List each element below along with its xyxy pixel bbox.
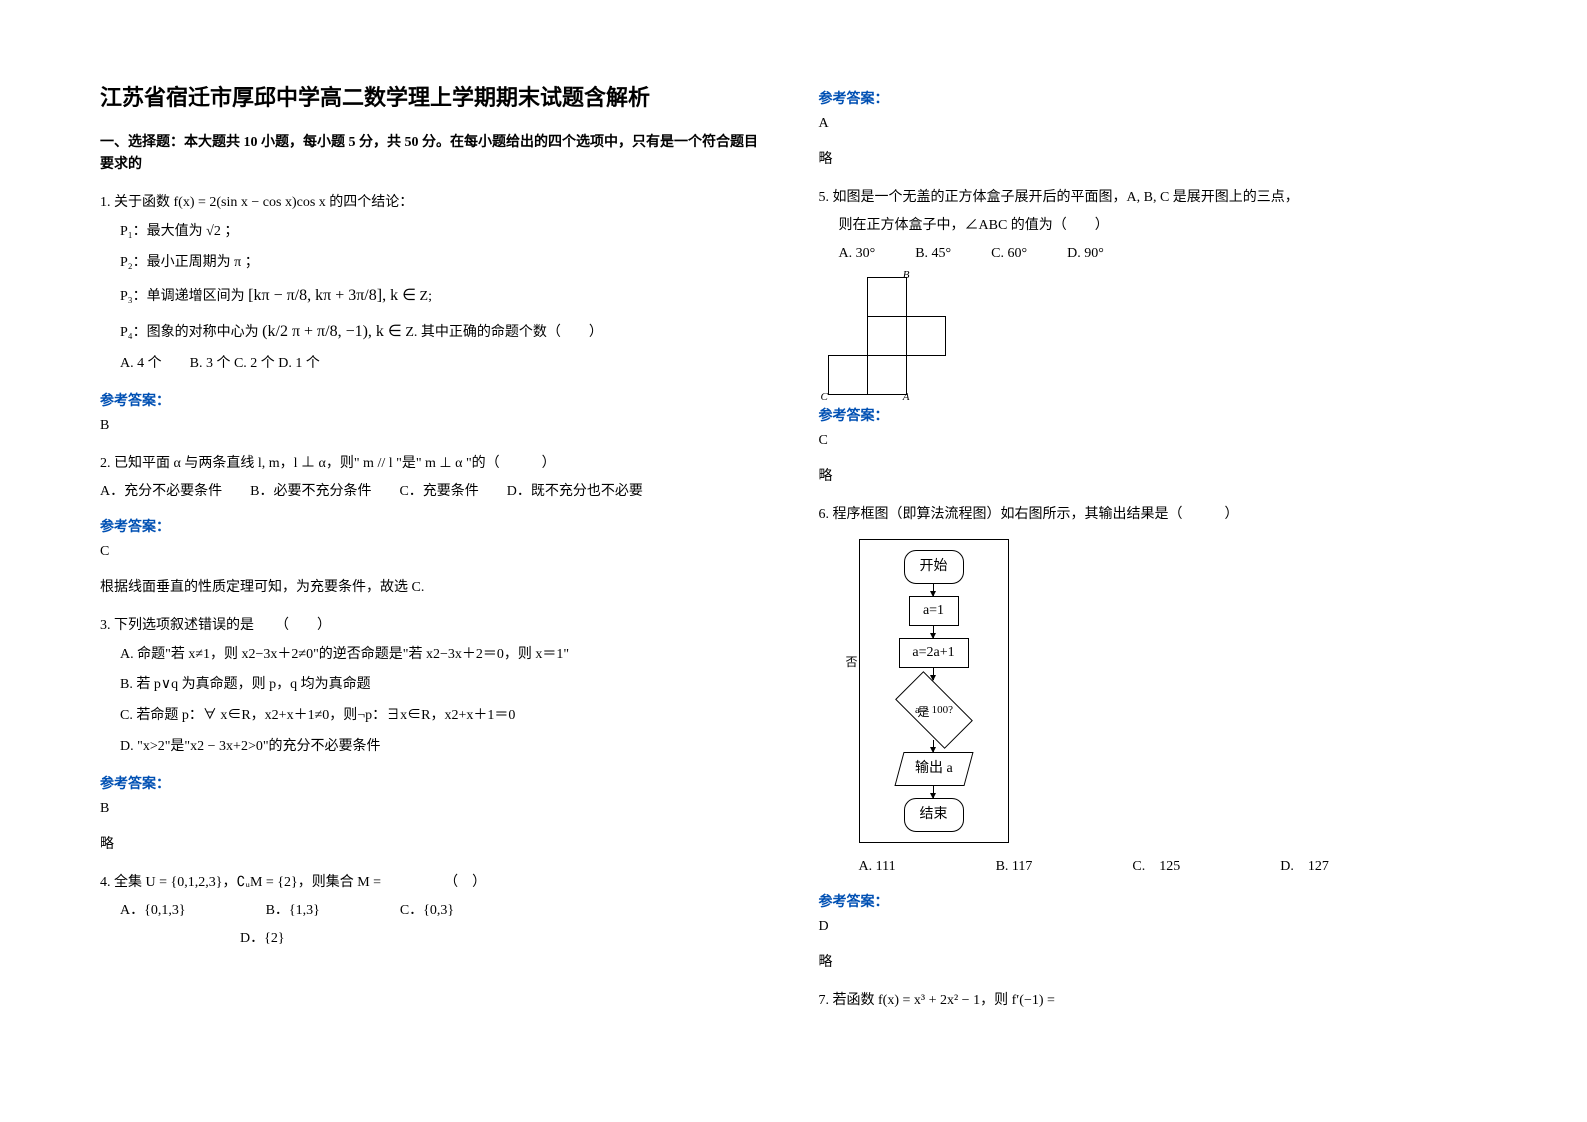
q6-a: A. 111 <box>859 853 896 881</box>
q6-b: B. 117 <box>996 853 1033 881</box>
answer-label: 参考答案： <box>819 891 1488 911</box>
q1-p4-math: (k/2 π + π/8, −1), k ∈ <box>262 323 402 340</box>
q5-d: D. 90° <box>1067 240 1104 268</box>
q3-d: D. "x>2"是"x2 − 3x+2>0"的充分不必要条件 <box>120 732 769 763</box>
page-title: 江苏省宿迁市厚邱中学高二数学理上学期期末试题含解析 <box>100 80 769 112</box>
q6-note: 略 <box>819 951 1488 971</box>
q1-options: A. 4 个 B. 3 个 C. 2 个 D. 1 个 <box>120 349 769 380</box>
q1-p4: P₄：图象的对称中心为 (k/2 π + π/8, −1), k ∈ Z. 其中… <box>120 314 769 349</box>
answer-label: 参考答案： <box>100 773 769 793</box>
q2-options: A．充分不必要条件 B．必要不充分条件 C．充要条件 D．既不充分也不必要 <box>100 478 769 506</box>
question-7: 7. 若函数 f(x) = x³ + 2x² − 1，则 f′(−1) = <box>819 987 1488 1015</box>
cube-net-diagram: B C A <box>829 278 1488 395</box>
flow-output: 输出 a <box>894 752 973 786</box>
q6-d: D. 127 <box>1280 853 1329 881</box>
left-column: 江苏省宿迁市厚邱中学高二数学理上学期期末试题含解析 一、选择题：本大题共 10 … <box>100 80 769 1025</box>
q5-note: 略 <box>819 465 1488 485</box>
q1-p1: P₁：最大值为 √2 ； <box>120 217 769 248</box>
answer-label: 参考答案： <box>819 405 1488 425</box>
question-3: 3. 下列选项叙述错误的是 （ ） A. 命题"若 x≠1，则 x2−3x＋2≠… <box>100 612 769 763</box>
q2-answer: C <box>100 544 769 560</box>
flow-calc: a=2a+1 <box>899 638 969 668</box>
q5-stem: 5. 如图是一个无盖的正方体盒子展开后的平面图，A, B, C 是展开图上的三点… <box>819 184 1488 212</box>
question-4: 4. 全集 U = {0,1,2,3}，∁ᵤM = {2}，则集合 M = （ … <box>100 869 769 953</box>
flow-init: a=1 <box>909 596 959 626</box>
answer-label: 参考答案： <box>819 88 1488 108</box>
q5-answer: C <box>819 433 1488 449</box>
section-header: 一、选择题：本大题共 10 小题，每小题 5 分，共 50 分。在每小题给出的四… <box>100 132 769 177</box>
question-2: 2. 已知平面 α 与两条直线 l, m，l ⊥ α，则" m // l "是"… <box>100 450 769 506</box>
q2-explain: 根据线面垂直的性质定理可知，为充要条件，故选 C. <box>100 576 769 596</box>
q4-stem: 4. 全集 U = {0,1,2,3}，∁ᵤM = {2}，则集合 M = （ … <box>100 869 769 897</box>
q1-p3: P₃：单调递增区间为 [kπ − π/8, kπ + 3π/8], k ∈ Z; <box>120 278 769 313</box>
q3-answer: B <box>100 801 769 817</box>
q5-line2: 则在正方体盒子中，∠ABC 的值为（ ） <box>839 212 1488 240</box>
question-5: 5. 如图是一个无盖的正方体盒子展开后的平面图，A, B, C 是展开图上的三点… <box>819 184 1488 395</box>
q5-a: A. 30° <box>839 240 876 268</box>
flow-cond: a > 100? <box>895 671 973 749</box>
question-6: 6. 程序框图（即算法流程图）如右图所示，其输出结果是（ ） 否 开始 a=1 … <box>819 501 1488 881</box>
flow-start: 开始 <box>904 550 964 584</box>
q2-stem: 2. 已知平面 α 与两条直线 l, m，l ⊥ α，则" m // l "是"… <box>100 450 769 478</box>
answer-label: 参考答案： <box>100 390 769 410</box>
flowchart-diagram: 否 开始 a=1 a=2a+1 a > 100? 是 输出 a 结束 <box>859 539 1488 843</box>
q1-p2: P₂：最小正周期为 π ； <box>120 248 769 279</box>
q1-p3-math: [kπ − π/8, kπ + 3π/8], k ∈ <box>248 287 416 304</box>
q1-stem: 1. 关于函数 f(x) = 2(sin x − cos x)cos x 的四个… <box>100 189 769 217</box>
question-1: 1. 关于函数 f(x) = 2(sin x − cos x)cos x 的四个… <box>100 189 769 380</box>
q4-note: 略 <box>819 148 1488 168</box>
answer-label: 参考答案： <box>100 516 769 536</box>
flow-end: 结束 <box>904 798 964 832</box>
q1-answer: B <box>100 418 769 434</box>
q7-stem: 7. 若函数 f(x) = x³ + 2x² − 1，则 f′(−1) = <box>819 987 1488 1015</box>
q3-c: C. 若命题 p：∀ x∈R，x2+x＋1≠0，则¬p：∃x∈R，x2+x＋1＝… <box>120 701 769 732</box>
q4-d: D．{2} <box>240 931 285 946</box>
q6-stem: 6. 程序框图（即算法流程图）如右图所示，其输出结果是（ ） <box>819 501 1488 529</box>
q4-c: C．{0,3} <box>400 897 454 925</box>
right-column: 参考答案： A 略 5. 如图是一个无盖的正方体盒子展开后的平面图，A, B, … <box>819 80 1488 1025</box>
q5-b: B. 45° <box>915 240 951 268</box>
q3-b: B. 若 p∨q 为真命题，则 p，q 均为真命题 <box>120 670 769 701</box>
q3-note: 略 <box>100 833 769 853</box>
q3-a: A. 命题"若 x≠1，则 x2−3x＋2≠0"的逆否命题是"若 x2−3x＋2… <box>120 640 769 671</box>
q4-answer: A <box>819 116 1488 132</box>
q5-c: C. 60° <box>991 240 1027 268</box>
q3-stem: 3. 下列选项叙述错误的是 （ ） <box>100 612 769 640</box>
q6-c: C. 125 <box>1132 853 1180 881</box>
q4-b: B．{1,3} <box>266 897 320 925</box>
q6-answer: D <box>819 919 1488 935</box>
q4-a: A．{0,1,3} <box>120 897 186 925</box>
